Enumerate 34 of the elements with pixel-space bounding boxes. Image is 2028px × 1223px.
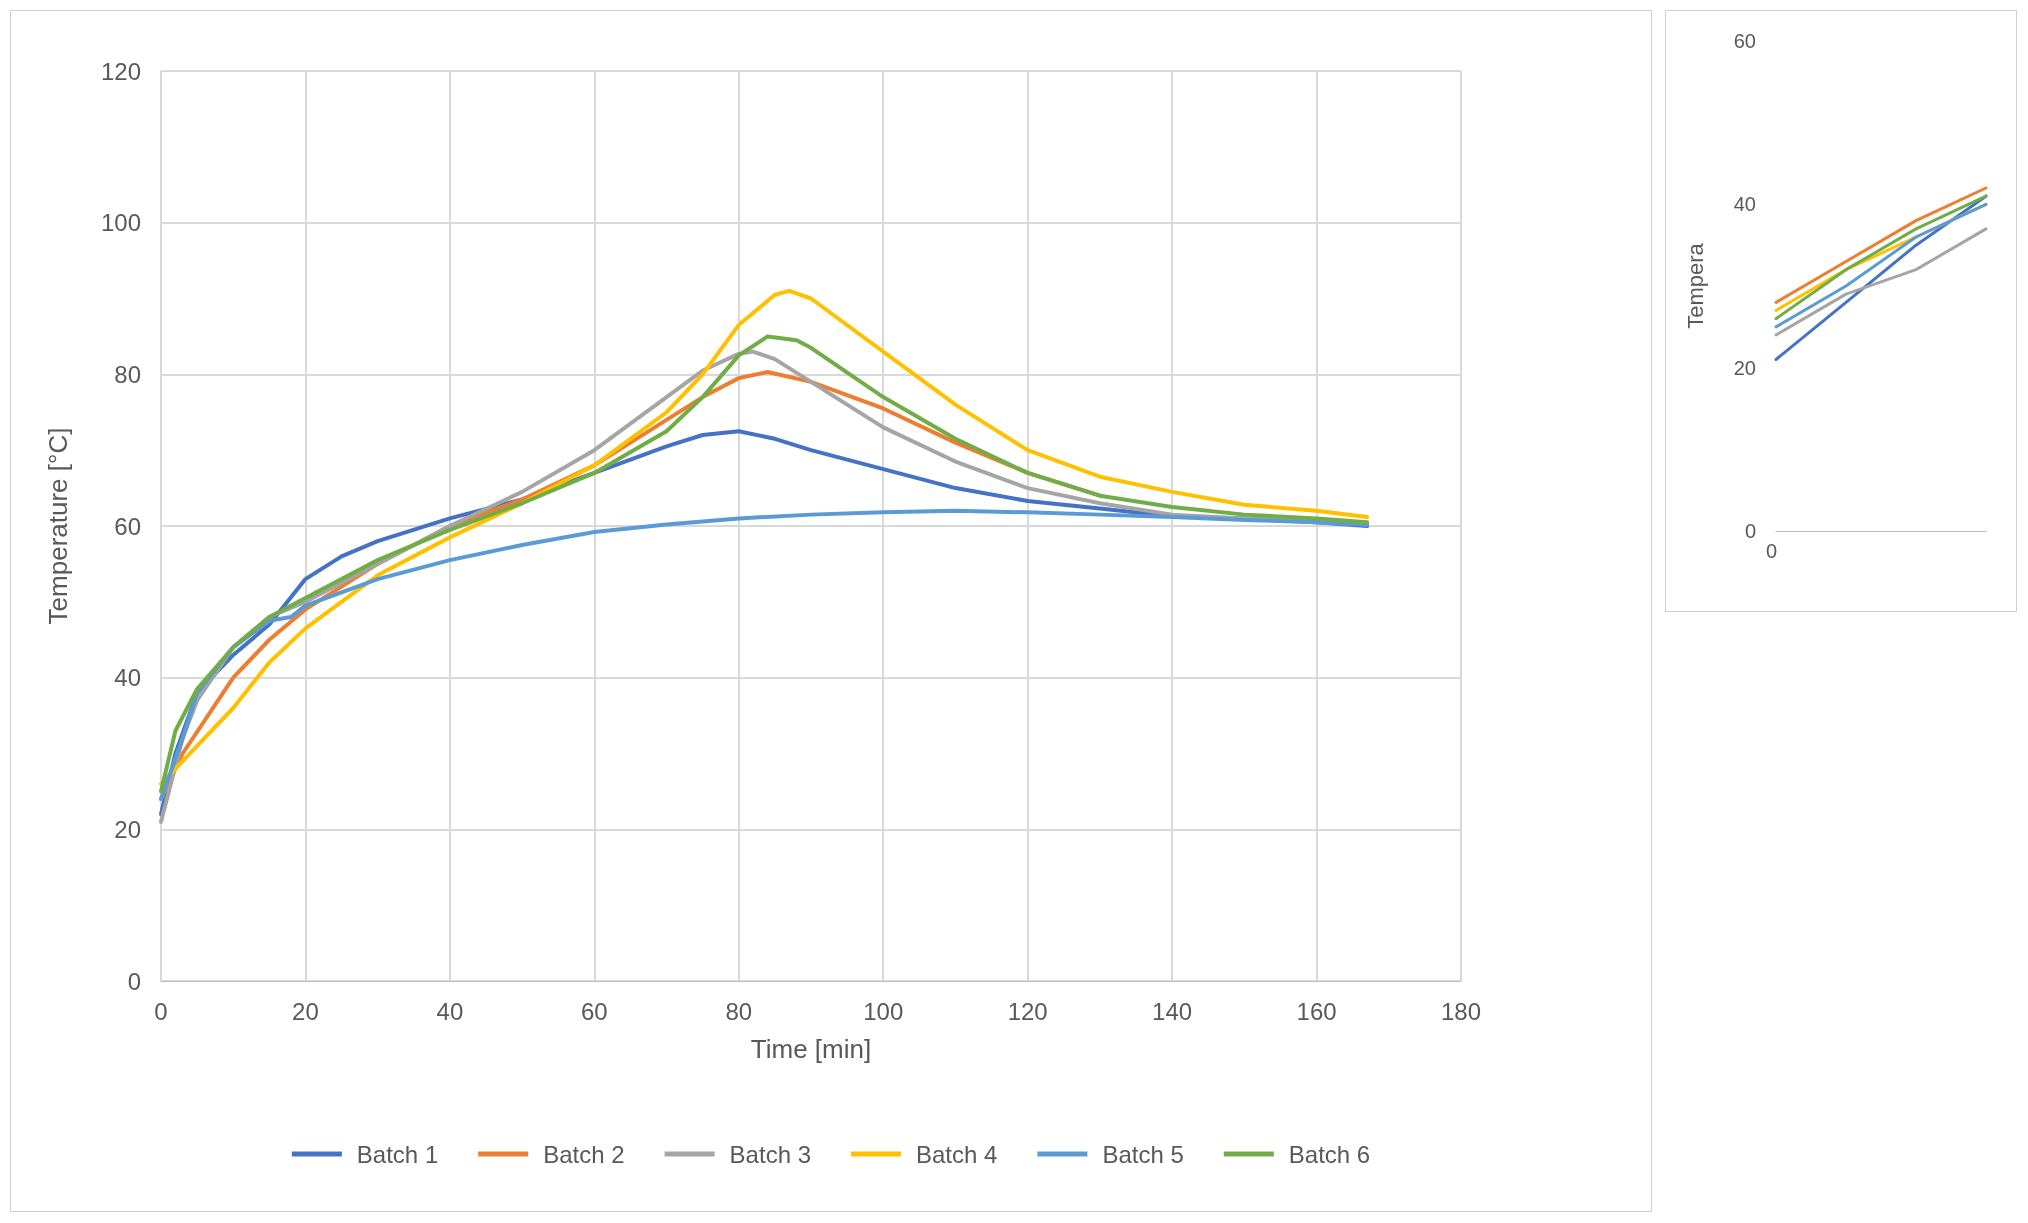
- x-tick-label: 60: [580, 997, 608, 1025]
- legend-label: Batch 2: [543, 1140, 625, 1168]
- x-tick-label: 20: [292, 997, 319, 1025]
- text: 0: [1766, 540, 1778, 562]
- legend-label: Batch 4: [916, 1140, 998, 1168]
- x-tick-label: 100: [863, 997, 904, 1025]
- y-tick-label: 80: [114, 360, 141, 388]
- x-axis-title: Time [min]: [750, 1034, 872, 1064]
- y-tick-label: 0: [1744, 520, 1756, 542]
- x-tick-label: 80: [725, 997, 753, 1025]
- y-tick-label: 20: [1733, 356, 1756, 379]
- y-tick-label: 0: [127, 967, 141, 995]
- y-tick-label: 60: [114, 512, 141, 540]
- x-tick-label: 40: [436, 997, 464, 1025]
- legend-label: Batch 6: [1288, 1140, 1371, 1168]
- x-tick-label: 160: [1296, 997, 1337, 1025]
- y-tick-label: 20: [114, 815, 141, 843]
- y-tick-label: 40: [114, 664, 141, 692]
- x-tick-label: 180: [1440, 997, 1482, 1025]
- legend-label: Batch 1: [356, 1140, 439, 1168]
- line-series: [1774, 186, 1988, 304]
- x-tick-label: 120: [1007, 997, 1048, 1025]
- y-tick-label: 120: [100, 57, 141, 85]
- y-tick-label: 40: [1733, 193, 1756, 216]
- legend-label: Batch 5: [1102, 1140, 1184, 1168]
- y-tick-label: 60: [1733, 30, 1756, 52]
- y-tick-label: 100: [100, 209, 141, 237]
- x-tick-label: 0: [154, 997, 168, 1025]
- legend-label: Batch 3: [729, 1140, 811, 1168]
- line-series: [1774, 227, 1988, 337]
- y-axis-title: Tempera: [1682, 242, 1708, 329]
- y-axis-title: Temperature [°C]: [43, 427, 73, 625]
- x-tick-label: 140: [1152, 997, 1193, 1025]
- line-series: [159, 508, 1370, 801]
